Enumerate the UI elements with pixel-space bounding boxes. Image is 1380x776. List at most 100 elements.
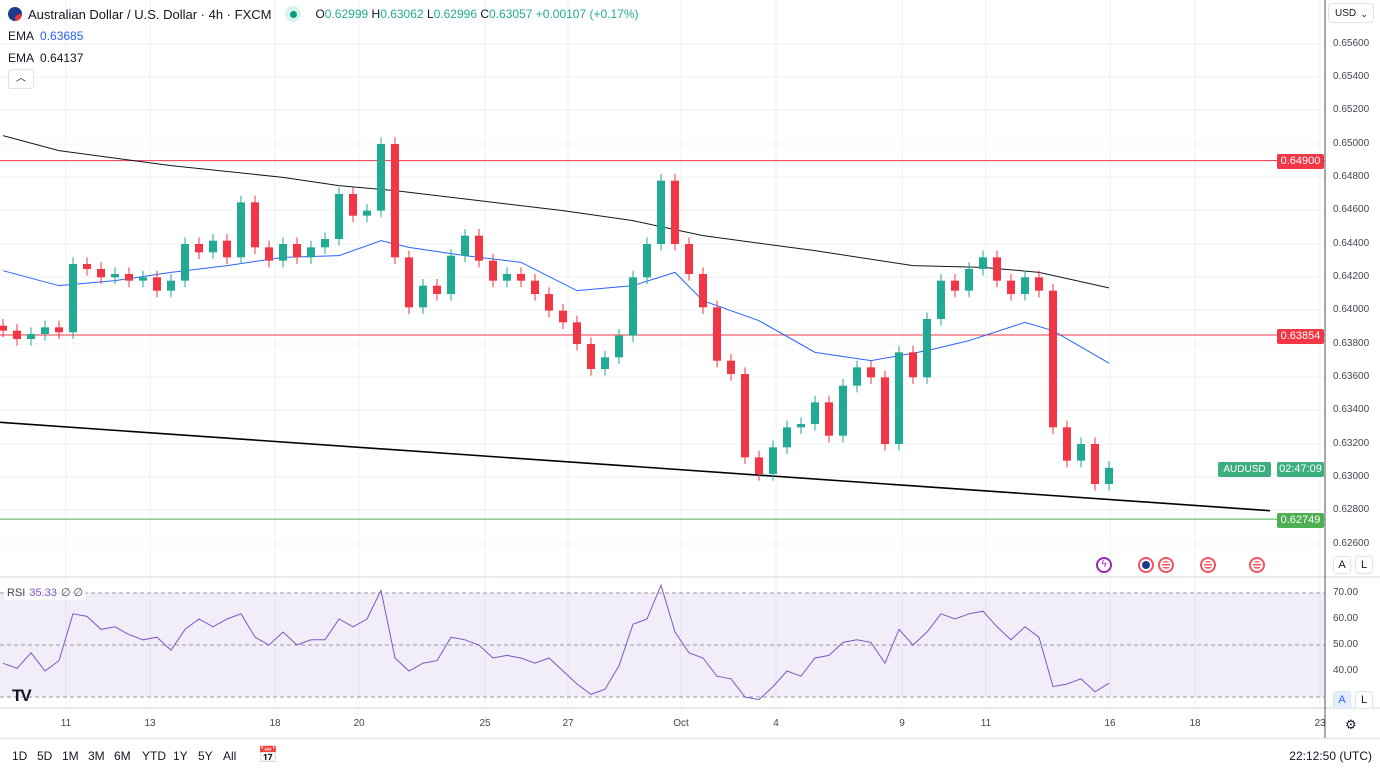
candle-body bbox=[461, 235, 469, 256]
rsi-tick-label: 40.00 bbox=[1333, 665, 1359, 676]
candle-body bbox=[0, 325, 7, 331]
rsi-log-scale-button[interactable]: L bbox=[1355, 691, 1373, 709]
auto-scale-button[interactable]: A bbox=[1333, 556, 1351, 574]
candle-body bbox=[139, 277, 147, 281]
symbol-tag: AUDUSD bbox=[1218, 462, 1271, 477]
rsi-tick-label: 60.00 bbox=[1333, 613, 1359, 624]
us-event-icon[interactable] bbox=[1249, 557, 1265, 573]
range-button-1d[interactable]: 1D bbox=[12, 749, 28, 763]
candle-body bbox=[531, 280, 539, 295]
candle-body bbox=[783, 427, 791, 448]
time-tick-label: 23 bbox=[1314, 718, 1326, 729]
candle-body bbox=[811, 402, 819, 425]
candle-body bbox=[923, 319, 931, 378]
candle-body bbox=[1035, 277, 1043, 291]
candle-body bbox=[433, 285, 441, 295]
candle-body bbox=[279, 244, 287, 261]
rsi-legend[interactable]: RSI 35.33 ∅ ∅ bbox=[4, 585, 87, 600]
candle-body bbox=[685, 244, 693, 275]
price-tick-label: 0.64000 bbox=[1333, 304, 1370, 315]
log-scale-button[interactable]: L bbox=[1355, 556, 1373, 574]
rsi-line bbox=[2, 583, 1110, 701]
price-tick-label: 0.65000 bbox=[1333, 138, 1370, 149]
candle-body bbox=[111, 274, 119, 278]
range-button-3m[interactable]: 3M bbox=[88, 749, 105, 763]
candle-body bbox=[853, 367, 861, 386]
candle-body bbox=[223, 240, 231, 258]
calendar-icon[interactable]: 📅 bbox=[258, 747, 278, 764]
ema-slow-legend[interactable]: EMA 0.64137 bbox=[8, 51, 84, 65]
support-price-tag: 0.62749 bbox=[1277, 513, 1324, 528]
candle-body bbox=[27, 334, 35, 340]
range-button-5d[interactable]: 5D bbox=[37, 749, 53, 763]
candle-body bbox=[97, 269, 105, 278]
us-event-icon[interactable] bbox=[1200, 557, 1216, 573]
candle-body bbox=[237, 202, 245, 258]
resistance-price-tag: 0.64900 bbox=[1277, 154, 1324, 169]
candle-body bbox=[55, 327, 63, 333]
candle-body bbox=[153, 277, 161, 291]
candle-body bbox=[629, 277, 637, 336]
price-tick-label: 0.64800 bbox=[1333, 171, 1370, 182]
tradingview-logo[interactable]: TV bbox=[12, 686, 32, 705]
time-tick-label: 4 bbox=[773, 718, 779, 729]
currency-select[interactable]: USD ⌄ bbox=[1328, 3, 1374, 23]
price-tick-label: 0.64600 bbox=[1333, 204, 1370, 215]
price-tick-label: 0.62800 bbox=[1333, 504, 1370, 515]
candle-body bbox=[657, 180, 665, 245]
candle-body bbox=[1091, 444, 1099, 485]
candle-body bbox=[839, 385, 847, 436]
range-button-6m[interactable]: 6M bbox=[114, 749, 131, 763]
candle-body bbox=[83, 264, 91, 270]
chevron-down-icon: ⌄ bbox=[1360, 9, 1368, 19]
candle-body bbox=[755, 457, 763, 475]
price-tick-label: 0.63400 bbox=[1333, 404, 1370, 415]
resistance-price-tag: 0.63854 bbox=[1277, 329, 1324, 344]
candle-body bbox=[69, 264, 77, 333]
time-tick-label: 25 bbox=[479, 718, 491, 729]
au-event-icon[interactable] bbox=[1138, 557, 1154, 573]
candle-body bbox=[867, 367, 875, 378]
candle-body bbox=[951, 280, 959, 291]
price-tick-label: 0.64400 bbox=[1333, 238, 1370, 249]
candle-body bbox=[741, 374, 749, 458]
settings-gear-icon[interactable]: ⚙ bbox=[1345, 717, 1357, 732]
candle-body bbox=[1063, 427, 1071, 461]
candle-body bbox=[909, 352, 917, 378]
candle-body bbox=[391, 144, 399, 258]
symbol-title[interactable]: Australian Dollar / U.S. Dollar · 4h · F… bbox=[28, 6, 272, 22]
ema-50-line bbox=[2, 240, 1110, 364]
collapse-legend-button[interactable]: ︿ bbox=[8, 69, 34, 89]
range-button-ytd[interactable]: YTD bbox=[142, 749, 166, 763]
candle-body bbox=[545, 294, 553, 311]
candle-body bbox=[307, 247, 315, 258]
lightning-event-icon[interactable]: ϟ bbox=[1096, 557, 1112, 573]
clock[interactable]: 22:12:50 (UTC) bbox=[1289, 749, 1372, 763]
candle-body bbox=[1007, 280, 1015, 295]
candle-body bbox=[265, 247, 273, 261]
bottom-toolbar: 1D 5D 1M 3M 6M YTD 1Y 5Y All 📅 22:12:50 (UTC) bbox=[0, 738, 1380, 771]
candle-body bbox=[321, 239, 329, 248]
range-button-1y[interactable]: 1Y bbox=[173, 749, 188, 763]
price-tick-label: 0.63200 bbox=[1333, 438, 1370, 449]
rsi-auto-scale-button[interactable]: A bbox=[1333, 691, 1351, 709]
time-tick-label: 9 bbox=[899, 718, 905, 729]
price-tick-label: 0.63800 bbox=[1333, 338, 1370, 349]
price-tick-label: 0.63000 bbox=[1333, 471, 1370, 482]
range-button-all[interactable]: All bbox=[223, 749, 237, 763]
candle-body bbox=[475, 235, 483, 261]
trend-line bbox=[0, 421, 1271, 512]
price-tick-label: 0.62600 bbox=[1333, 538, 1370, 549]
candle-body bbox=[573, 322, 581, 345]
range-button-5y[interactable]: 5Y bbox=[198, 749, 213, 763]
range-button-1m[interactable]: 1M bbox=[62, 749, 79, 763]
candle-body bbox=[181, 244, 189, 281]
candle-body bbox=[209, 240, 217, 253]
candle-body bbox=[335, 194, 343, 240]
candle-body bbox=[979, 257, 987, 270]
us-event-icon[interactable] bbox=[1158, 557, 1174, 573]
candle-body bbox=[419, 285, 427, 308]
candle-body bbox=[251, 202, 259, 248]
ema-fast-legend[interactable]: EMA 0.63685 bbox=[8, 29, 84, 43]
